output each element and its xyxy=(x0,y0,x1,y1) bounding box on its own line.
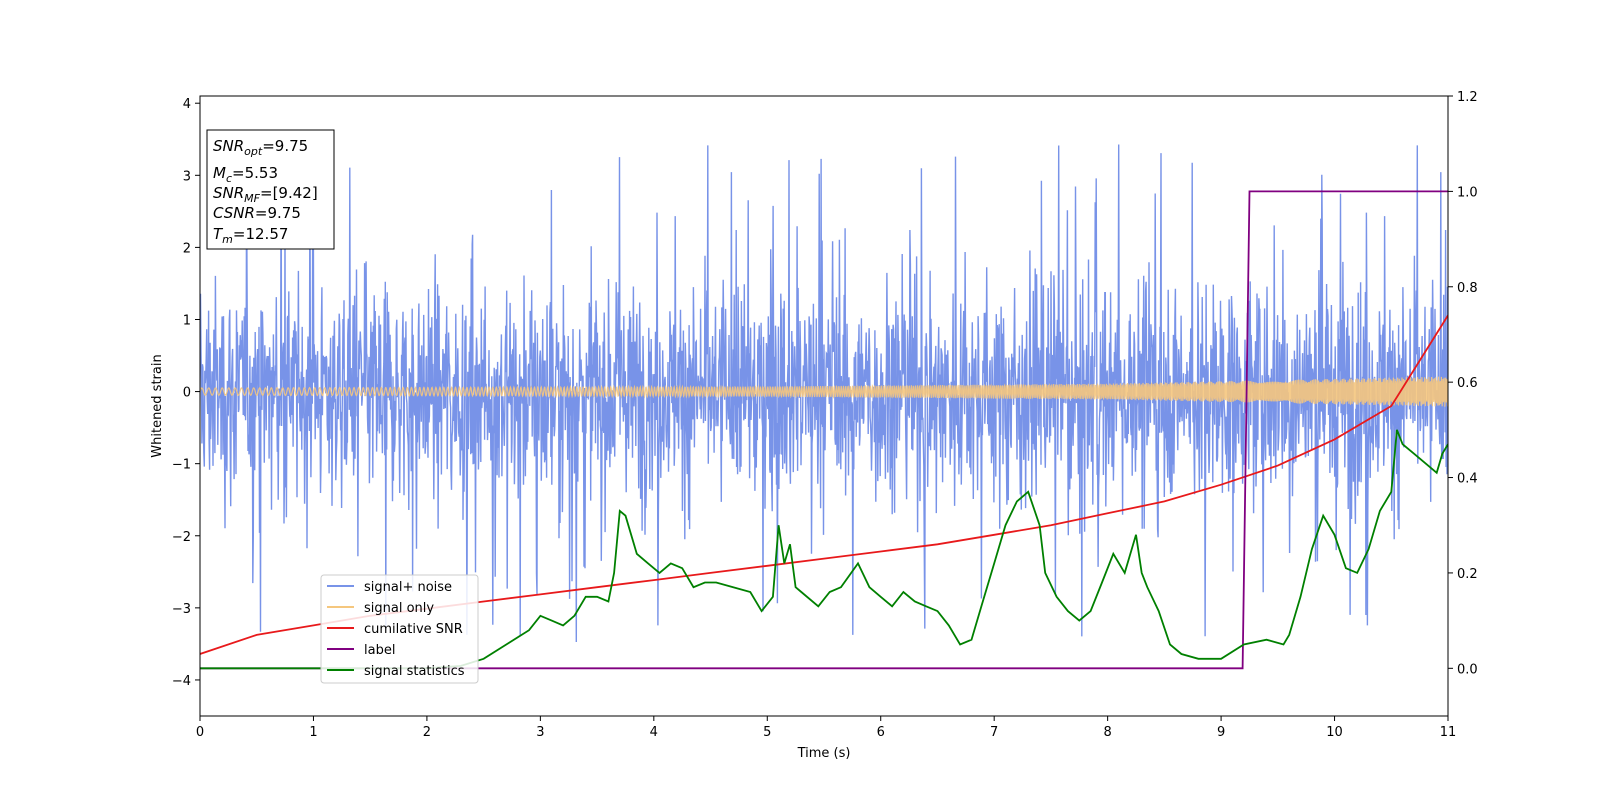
legend-label: label xyxy=(364,643,395,658)
x-tick-label: 8 xyxy=(1103,725,1111,740)
info-snr-mf: =[9.42] xyxy=(260,184,318,202)
x-tick-label: 7 xyxy=(990,725,998,740)
x-tick-label: 6 xyxy=(877,725,885,740)
y2-tick-label: 0.4 xyxy=(1457,472,1478,487)
info-box: SNRopt=9.75 Mc=5.53 SNRMF=[9.42] CSNR=9.… xyxy=(206,129,335,250)
x-tick-label: 9 xyxy=(1217,725,1225,740)
info-csnr: =9.75 xyxy=(255,204,301,222)
svg-text:Tm=12.57: Tm=12.57 xyxy=(213,225,288,246)
y-tick-label: 1 xyxy=(183,313,191,328)
y-tick-label: −2 xyxy=(172,530,191,545)
x-tick-label: 2 xyxy=(423,725,431,740)
legend-label: signal only xyxy=(364,601,434,616)
x-tick-label: 0 xyxy=(196,725,204,740)
x-tick-label: 1 xyxy=(309,725,317,740)
x-tick-label: 3 xyxy=(536,725,544,740)
x-tick-label: 5 xyxy=(763,725,771,740)
y-tick-label: 0 xyxy=(183,386,191,401)
svg-text:SNRopt=9.75: SNRopt=9.75 xyxy=(213,137,308,158)
info-tm: =12.57 xyxy=(233,225,289,243)
y2-tick-label: 0.8 xyxy=(1457,281,1478,296)
svg-text:SNRMF=[9.42]: SNRMF=[9.42] xyxy=(213,184,318,205)
y-tick-label: −1 xyxy=(172,458,191,473)
svg-text:CSNR=9.75: CSNR=9.75 xyxy=(213,204,301,222)
x-tick-label: 11 xyxy=(1440,725,1457,740)
series-label-line xyxy=(200,190,1448,670)
legend: signal+ noise signal only cumilative SNR la… xyxy=(320,574,479,684)
series-signal-statistics-line xyxy=(200,429,1448,670)
plot-frame xyxy=(199,95,1449,717)
legend-label: cumilative SNR xyxy=(364,622,463,637)
x-axis-label: Time (s) xyxy=(797,746,851,761)
y-tick-label: 2 xyxy=(183,241,191,256)
y2-tick-label: 0.6 xyxy=(1457,376,1478,391)
svg-text:Mc=5.53: Mc=5.53 xyxy=(213,164,278,185)
y2-tick-label: 0.2 xyxy=(1457,567,1478,582)
y-tick-label: 4 xyxy=(183,97,191,112)
series-signal-only-line xyxy=(200,376,1448,407)
y2-tick-label: 1.0 xyxy=(1457,185,1478,200)
x-tick-label: 10 xyxy=(1326,725,1343,740)
x-tick-label: 4 xyxy=(650,725,658,740)
axes: 0 1 2 3 4 5 6 7 8 9 10 11 −4 −3 −2 −1 0 1 2 3 4 0.0 0.2 0.4 0.6 0… xyxy=(172,90,1478,740)
info-snr-opt: =9.75 xyxy=(262,137,308,155)
legend-label: signal statistics xyxy=(364,664,465,679)
legend-label: signal+ noise xyxy=(364,580,452,595)
y2-tick-label: 0.0 xyxy=(1457,662,1478,677)
y-tick-label: 3 xyxy=(183,169,191,184)
y-axis-label: Whitened strain xyxy=(150,354,165,457)
y2-tick-label: 1.2 xyxy=(1457,90,1478,105)
y-tick-label: −4 xyxy=(172,674,191,689)
info-mc: =5.53 xyxy=(232,164,278,182)
y-tick-label: −3 xyxy=(172,602,191,617)
